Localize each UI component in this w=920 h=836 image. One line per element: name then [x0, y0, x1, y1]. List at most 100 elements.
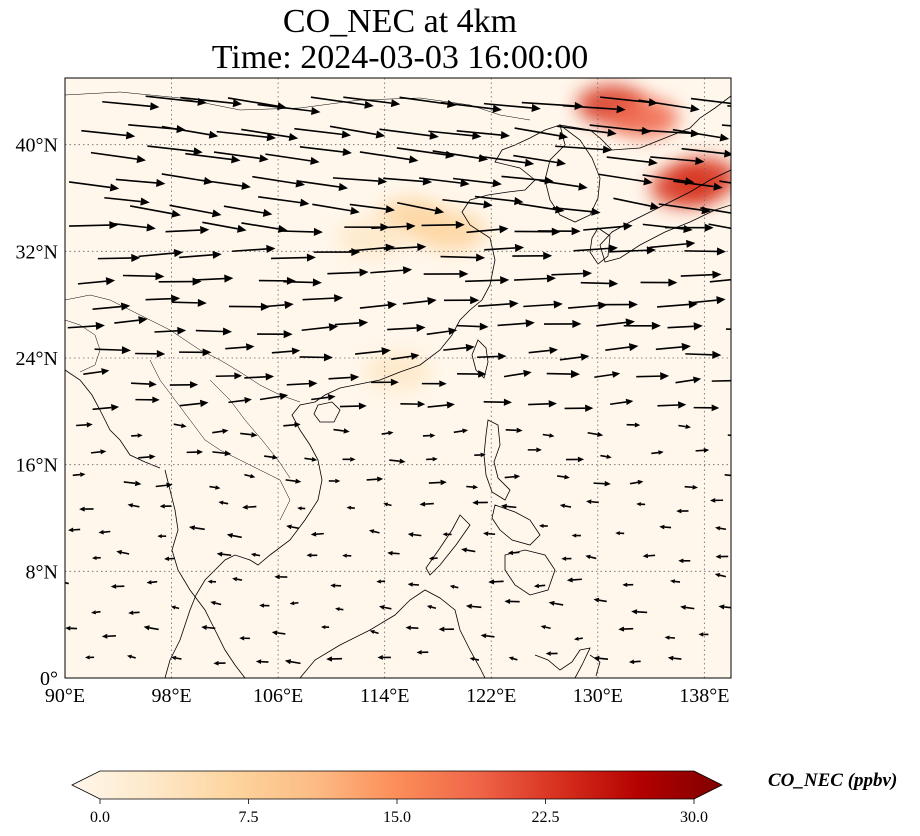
wind-arrow: [123, 480, 142, 487]
lat-tick-label: 32°N: [16, 241, 58, 263]
wind-arrow: [573, 244, 618, 253]
wind-arrow: [483, 398, 512, 406]
wind-arrow: [657, 401, 687, 409]
wind-arrow: [283, 422, 301, 428]
wind-arrow: [359, 301, 397, 310]
title-line-1: CO_NEC at 4km: [282, 3, 518, 40]
wind-arrow: [628, 659, 641, 665]
wind-arrow: [512, 251, 553, 260]
wind-arrow: [559, 353, 590, 361]
wind-arrow: [504, 474, 521, 480]
wind-arrow: [623, 321, 661, 330]
wind-arrow: [306, 553, 318, 558]
wind-arrow: [126, 654, 136, 659]
wind-arrow: [419, 177, 470, 188]
wind-arrow: [383, 502, 392, 507]
wind-arrow: [626, 422, 641, 428]
wind-arrow: [284, 659, 301, 665]
wind-arrow: [629, 479, 644, 485]
wind-arrow: [680, 270, 722, 279]
wind-arrow: [383, 243, 427, 252]
wind-arrow: [640, 278, 678, 287]
wind-arrow: [255, 659, 269, 665]
wind-arrow: [542, 433, 555, 438]
wind-arrow: [320, 625, 330, 630]
wind-arrow: [327, 268, 369, 277]
border-indochina: [149, 359, 291, 521]
wind-arrow: [545, 651, 558, 656]
wind-arrow: [636, 502, 646, 507]
wind-arrow: [212, 450, 232, 457]
wind-arrow: [540, 624, 551, 630]
wind-arrow: [354, 347, 391, 356]
wind-arrow: [159, 503, 172, 509]
wind-arrow: [685, 350, 722, 359]
wind-arrow: [250, 552, 261, 557]
wind-arrow: [438, 626, 454, 632]
wind-arrow: [528, 400, 557, 408]
wind-arrow: [143, 625, 159, 631]
wind-arrow: [443, 343, 475, 352]
wind-arrow: [466, 225, 509, 234]
wind-arrow: [714, 572, 727, 578]
wind-arrow: [258, 196, 310, 207]
wind-arrow: [391, 352, 420, 360]
wind-arrow: [559, 503, 572, 509]
map-area[interactable]: [57, 77, 790, 679]
wind-arrow: [147, 145, 203, 156]
wind-arrow: [138, 454, 156, 460]
wind-arrow: [725, 328, 731, 331]
wind-arrow: [371, 222, 416, 231]
wind-arrow: [598, 173, 653, 186]
wind-arrow: [91, 555, 101, 560]
wind-arrow: [483, 102, 541, 112]
wind-arrow: [169, 381, 199, 389]
wind-arrow: [165, 226, 210, 235]
lon-tick-label: 138°E: [679, 685, 729, 707]
wind-arrow: [593, 655, 609, 661]
wind-arrow: [359, 151, 419, 164]
lat-tick-label: 40°N: [16, 135, 58, 157]
wind-arrow: [456, 130, 511, 140]
wind-arrow: [102, 100, 160, 111]
wind-arrow: [469, 656, 480, 662]
wind-arrow: [97, 253, 141, 263]
wind-arrow: [376, 579, 386, 584]
wind-arrow: [349, 243, 395, 252]
wind-arrow: [421, 220, 465, 229]
wind-arrow: [370, 266, 413, 275]
wind-arrow: [289, 601, 299, 606]
colorbar-tick-label: 15.0: [383, 809, 411, 826]
wind-arrow: [232, 244, 276, 253]
wind-arrow: [387, 323, 426, 332]
colorbar-label: CO_NEC (ppbv): [768, 770, 898, 791]
wind-arrow: [573, 636, 583, 641]
wind-arrow: [426, 327, 458, 336]
wind-arrow: [456, 322, 489, 331]
wind-arrow: [259, 392, 289, 401]
wind-arrow: [312, 203, 360, 215]
wind-arrow: [688, 296, 726, 305]
coastline-visayas: [491, 504, 541, 546]
lon-tick-label: 90°E: [45, 685, 85, 707]
wind-arrow: [244, 373, 275, 381]
wind-arrow: [718, 604, 731, 610]
wind-arrow: [546, 370, 580, 379]
wind-arrow: [179, 399, 209, 408]
wind-arrow: [538, 523, 548, 528]
axis-labels: 90°E 98°E 106°E 114°E 122°E 130°E 138°E 0° 8°N 16…: [16, 135, 730, 707]
wind-arrow: [68, 181, 120, 192]
wind-arrow: [684, 484, 699, 490]
coastline-peninsula: [164, 469, 246, 678]
wind-arrow: [709, 497, 724, 503]
wind-arrow: [283, 278, 322, 287]
wind-arrow: [733, 399, 759, 406]
wind-arrow: [664, 223, 714, 232]
wind-arrow: [381, 430, 394, 436]
wind-arrow: [678, 424, 691, 429]
wind-arrow: [457, 370, 487, 378]
wind-arrow: [419, 501, 434, 507]
wind-arrow: [65, 625, 78, 631]
wind-arrow: [258, 276, 296, 285]
